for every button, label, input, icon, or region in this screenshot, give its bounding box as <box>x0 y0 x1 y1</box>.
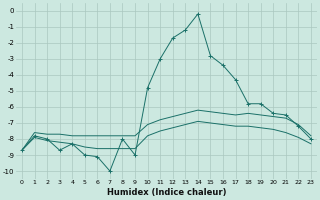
X-axis label: Humidex (Indice chaleur): Humidex (Indice chaleur) <box>107 188 226 197</box>
